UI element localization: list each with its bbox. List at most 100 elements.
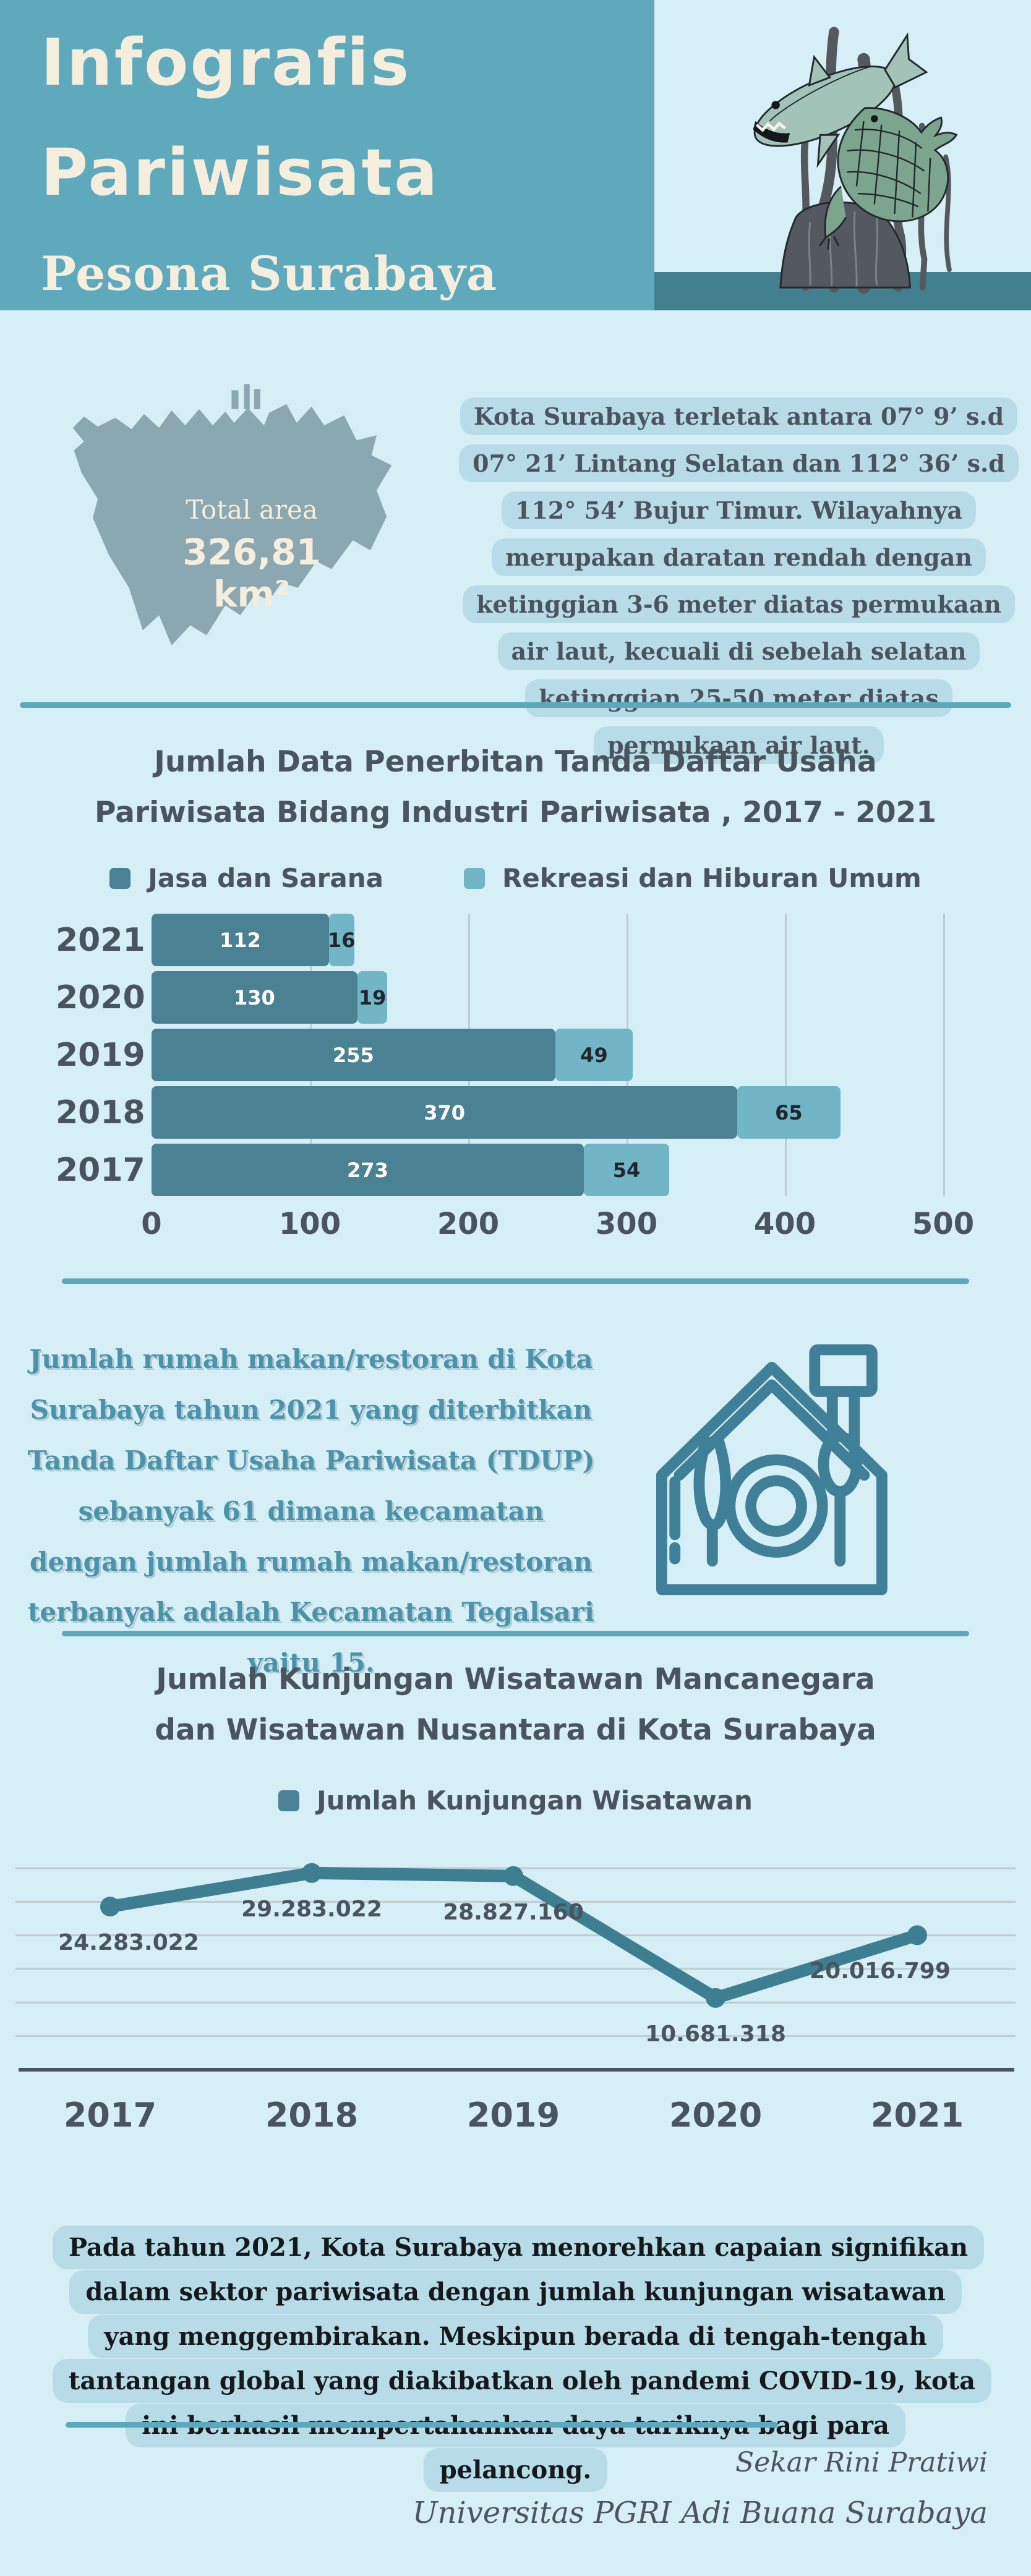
section-divider-3 [62, 1631, 969, 1636]
author-name: Sekar Rini Pratiwi [735, 2447, 988, 2478]
legend-swatch-dark-icon [109, 867, 131, 889]
bar-segment-jasa: 370 [152, 1086, 738, 1139]
bar-value-jasa: 273 [347, 1158, 388, 1182]
data-point-marker [907, 1925, 927, 1945]
legend-item-rekreasi: Rekreasi dan Hiburan Umum [463, 863, 922, 893]
bar-row: 2020 130 19 [56, 971, 977, 1024]
line-chart-xaxis: 2017 2018 2019 2020 2021 [0, 2096, 1031, 2139]
bar-category-label: 2020 [56, 979, 145, 1016]
crocodile-icon [819, 107, 958, 250]
surabaya-map: Total area 326,81 km² [46, 368, 427, 655]
bar-category-label: 2018 [56, 1094, 145, 1131]
legend-swatch-light-icon [463, 867, 485, 889]
legend-label-jasa: Jasa dan Sarana [148, 863, 383, 893]
bar-chart-title: Jumlah Data Penerbitan Tanda Daftar Usah… [95, 745, 936, 830]
data-point-label: 10.681.318 [645, 2021, 786, 2047]
geography-description-text: Kota Surabaya terletak antara 07° 9’ s.d… [459, 397, 1019, 764]
bar-x-tick: 200 [437, 1207, 500, 1241]
footer-signature: Sekar Rini Pratiwi Universitas PGRI Adi … [413, 2447, 988, 2530]
bar-chart-xaxis: 0 100 200 300 400 500 [141, 1207, 974, 1250]
bar-gridline [943, 914, 945, 1196]
line-chart-title: Jumlah Kunjungan Wisatawan Mancanegara d… [155, 1662, 876, 1748]
section-divider-1 [20, 702, 1011, 708]
bar-track: 112 16 [152, 914, 943, 966]
bar-value-rekreasi: 49 [580, 1043, 608, 1067]
shark-icon [753, 32, 928, 168]
surabaya-map-shape [72, 384, 392, 645]
shark-crocodile-mangrove-icon [753, 27, 958, 294]
map-area-callout: Total area 326,81 km² [145, 495, 358, 615]
legend-label-rekreasi: Rekreasi dan Hiburan Umum [502, 863, 922, 893]
bar-value-rekreasi: 54 [612, 1158, 641, 1182]
line-x-tick: 2017 [63, 2096, 157, 2135]
geography-description: Kota Surabaya terletak antara 07° 9’ s.d… [459, 393, 1019, 769]
bar-value-rekreasi: 16 [327, 928, 356, 952]
restaurant-house-icon [631, 1337, 922, 1612]
institution-name: Universitas PGRI Adi Buana Surabaya [413, 2496, 988, 2530]
bar-segment-jasa: 255 [152, 1029, 555, 1081]
bar-x-tick: 0 [141, 1207, 162, 1241]
total-area-value: 326,81 km² [182, 530, 321, 615]
legend-label-kunjungan: Jumlah Kunjungan Wisatawan [317, 1785, 753, 1816]
bar-x-tick: 400 [753, 1207, 816, 1241]
bar-value-rekreasi: 19 [358, 985, 387, 1010]
bar-chart-rows: 2021 112 16 2020 130 19 2019 255 49 2018 370 65 2017… [56, 914, 977, 1196]
bar-track: 255 49 [152, 1029, 943, 1081]
page-subtitle: Pesona Surabaya [41, 246, 498, 301]
bar-segment-rekreasi: 49 [555, 1029, 633, 1081]
line-x-tick: 2020 [669, 2096, 763, 2135]
bar-segment-jasa: 273 [152, 1144, 584, 1196]
bar-segment-rekreasi: 16 [327, 914, 356, 966]
bar-category-label: 2017 [56, 1151, 145, 1189]
bar-category-label: 2021 [56, 921, 145, 959]
restaurant-icon-svg [656, 1344, 888, 1596]
line-chart-legend: Jumlah Kunjungan Wisatawan [0, 1785, 1031, 1816]
line-x-tick: 2019 [466, 2096, 560, 2135]
line-x-tick: 2018 [265, 2096, 359, 2135]
bar-row: 2019 255 49 [56, 1029, 977, 1081]
bar-value-jasa: 255 [332, 1043, 374, 1067]
total-area-label: Total area [186, 494, 318, 525]
data-point-marker [100, 1897, 120, 1917]
page-title-line2: Pariwisata [41, 135, 440, 210]
data-point-label: 28.827.160 [443, 1899, 584, 1925]
line-x-tick: 2021 [870, 2096, 964, 2135]
bar-category-label: 2019 [56, 1036, 145, 1074]
bar-chart-legend: Jasa dan Sarana Rekreasi dan Hiburan Umu… [0, 863, 1031, 893]
bar-chart: 2021 112 16 2020 130 19 2019 255 49 2018 370 65 2017… [56, 914, 977, 1260]
page-title-line1: Infografis [41, 25, 411, 100]
header-teal-panel [0, 0, 654, 310]
closing-paragraph: Pada tahun 2021, Kota Surabaya menorehka… [53, 2225, 992, 2493]
data-point-label: 29.283.022 [241, 1896, 382, 1922]
bar-track: 370 65 [152, 1086, 943, 1139]
bar-segment-rekreasi: 19 [357, 971, 388, 1024]
bar-segment-rekreasi: 65 [737, 1086, 841, 1139]
data-point-marker [503, 1866, 523, 1886]
bar-row: 2017 273 54 [56, 1144, 977, 1196]
data-point-marker [706, 1987, 725, 2008]
bar-track: 273 54 [152, 1144, 943, 1196]
restaurant-paragraph: Jumlah rumah makan/restoran di Kota Sura… [27, 1344, 595, 1678]
line-chart-svg [15, 1863, 1016, 2072]
data-point-marker [302, 1863, 322, 1883]
section-divider-4 [66, 2422, 778, 2428]
legend-swatch-kunjungan-icon [278, 1790, 300, 1811]
bar-value-jasa: 112 [219, 928, 261, 952]
bar-segment-rekreasi: 54 [583, 1144, 670, 1196]
bar-track: 130 19 [152, 971, 943, 1024]
bar-value-jasa: 370 [424, 1100, 465, 1124]
line-chart-plot: 24.283.022 29.283.022 28.827.160 10.681.318… [0, 1860, 1031, 2077]
data-point-label: 20.016.799 [810, 1958, 951, 1984]
bar-row: 2021 112 16 [56, 914, 977, 966]
bar-value-rekreasi: 65 [775, 1100, 803, 1124]
bar-row: 2018 370 65 [56, 1086, 977, 1139]
bar-segment-jasa: 130 [152, 971, 357, 1024]
section-divider-2 [62, 1278, 969, 1284]
bar-x-tick: 500 [912, 1207, 975, 1241]
bar-x-tick: 100 [278, 1207, 341, 1241]
data-point-label: 24.283.022 [58, 1930, 199, 1956]
bar-x-tick: 300 [595, 1207, 658, 1241]
surabaya-mascot-illustration [685, 2, 995, 298]
bar-value-jasa: 130 [233, 985, 275, 1010]
